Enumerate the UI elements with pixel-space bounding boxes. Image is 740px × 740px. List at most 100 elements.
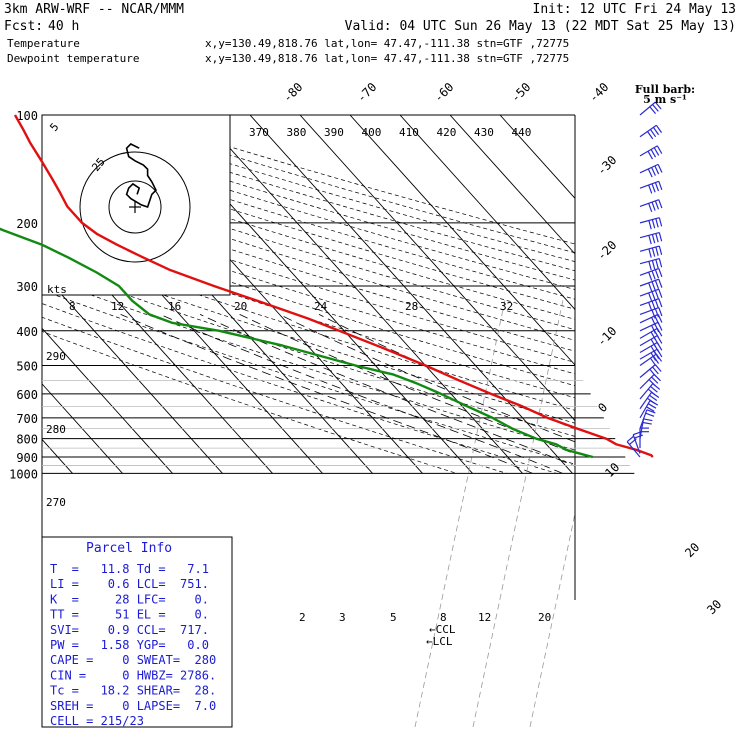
theta-e-label: 410 <box>399 126 419 139</box>
isotherm-right-label: -30 <box>594 153 619 178</box>
theta-e-label: 440 <box>512 126 532 139</box>
moist-adiabat-line <box>120 314 533 474</box>
temperature-profile-line <box>13 114 654 458</box>
barb-legend-title: Full barb: <box>635 83 695 96</box>
parcel-info-row: K = 28 LFC= 0. <box>50 592 209 606</box>
theta-e-label: 420 <box>437 126 457 139</box>
parcel-info-row: CELL = 215/23 <box>50 714 144 728</box>
wind-barb <box>639 306 663 319</box>
wind-barb <box>639 180 663 194</box>
parcel-info-row: CIN = 0 HWBZ= 2786. <box>50 668 216 682</box>
isotherm-right-label: 30 <box>704 597 724 617</box>
wind-barb <box>639 217 663 230</box>
forecast-label: Fcst: <box>4 19 43 34</box>
wind-barb <box>639 400 659 419</box>
parcel-info-row: SREH = 0 LAPSE= 7.0 <box>50 699 216 713</box>
parcel-info-title: Parcel Info <box>86 541 172 556</box>
pressure-tick-label: 500 <box>16 360 38 374</box>
hodograph: 25 5 kts <box>41 114 231 296</box>
isotherm-top-label: -40 <box>586 80 611 105</box>
mixing-ratio-label: 20 <box>234 300 247 313</box>
mixing-ratio-label: 32 <box>500 300 513 313</box>
pressure-tick-label: 600 <box>16 388 38 402</box>
wind-barb <box>639 288 663 302</box>
isotherm-line <box>42 383 123 474</box>
mixing-ratio-line <box>472 299 564 727</box>
dewpoint-location-info: x,y=130.49,818.76 lat,lon= 47.47,-111.38… <box>205 52 569 65</box>
parcel-info-row: CAPE = 0 SWEAT= 280 <box>50 653 216 667</box>
wind-barb <box>639 267 663 281</box>
isotherm-line <box>449 115 575 255</box>
mixing-ratio-label: 24 <box>314 300 328 313</box>
isotherm-line <box>42 327 173 474</box>
pressure-tick-label: 900 <box>16 451 38 465</box>
dewpoint-profile-line <box>0 227 594 459</box>
wind-barb <box>639 353 663 367</box>
wind-barb <box>632 431 644 454</box>
dry-adiabat-line <box>74 115 575 263</box>
dry-adiabat-line <box>42 120 575 281</box>
mixing-ratio-line <box>414 299 506 727</box>
isotherm-line <box>249 115 573 474</box>
wind-barb <box>639 145 663 160</box>
theta-e-label: 370 <box>249 126 269 139</box>
isotherm-top-label: -80 <box>280 80 305 105</box>
moist-adiabat-line <box>199 314 575 467</box>
theta-e-label: 390 <box>324 126 344 139</box>
wind-barb <box>639 101 662 116</box>
parcel-info-panel: Parcel Info T = 11.8 Td = 7.1LI = 0.6 LC… <box>41 536 233 728</box>
theta-label: 280 <box>46 423 66 436</box>
wind-barb <box>639 199 663 213</box>
hodograph-ring-inner <box>108 180 162 234</box>
wind-barbs <box>626 101 663 458</box>
parcel-info-row: SVI= 0.9 CCL= 717. <box>50 623 209 637</box>
parcel-info-row: Tc = 18.2 SHEAR= 28. <box>50 684 216 698</box>
mixing-ratio-label: 2 <box>299 611 306 624</box>
dry-adiabat-line <box>42 129 575 290</box>
model-title: 3km ARW-WRF -- NCAR/MMM <box>4 2 184 17</box>
parcel-info-row: LI = 0.6 LCL= 751. <box>50 577 209 591</box>
parcel-info-row: PW = 1.58 YGP= 0.0 <box>50 638 209 652</box>
mixing-ratio-label: 3 <box>339 611 346 624</box>
wind-barb <box>639 257 663 271</box>
pressure-tick-label: 700 <box>16 412 38 426</box>
theta-e-label: 430 <box>474 126 494 139</box>
mixing-ratio-label: 28 <box>405 300 418 313</box>
pressure-tick-label: 300 <box>16 280 38 294</box>
hodograph-trace <box>125 143 157 209</box>
mixing-ratio-label: 16 <box>168 300 181 313</box>
isotherm-top-label: -70 <box>354 80 379 105</box>
dewpoint-legend-label: Dewpoint temperature <box>7 52 139 65</box>
hodograph-unit-label: kts <box>47 283 67 296</box>
mixing-ratio-label: 12 <box>478 611 491 624</box>
isotherm-top-label: -60 <box>431 80 456 105</box>
wind-barb <box>639 245 663 258</box>
isotherm-right-label: -20 <box>594 238 619 263</box>
pressure-tick-label: 1000 <box>9 467 38 481</box>
temperature-location-info: x,y=130.49,818.76 lat,lon= 47.47,-111.38… <box>205 37 569 50</box>
moist-adiabat-line <box>279 314 575 443</box>
moist-adiabat-line <box>239 314 575 455</box>
theta-e-label: 380 <box>287 126 307 139</box>
valid-time: Valid: 04 UTC Sun 26 May 13 (22 MDT Sat … <box>345 19 736 34</box>
mixing-ratio-label: 20 <box>538 611 551 624</box>
dry-adiabat-line <box>48 115 575 272</box>
init-time: Init: 12 UTC Fri 24 May 13 <box>533 2 737 17</box>
mixing-ratio-label: 8 <box>69 300 76 313</box>
hodograph-ring-outer <box>79 151 191 263</box>
mixing-ratio-label: 12 <box>111 300 124 313</box>
ccl-marker: ←CCL <box>429 623 456 636</box>
lcl-marker: ←LCL <box>426 635 453 648</box>
mixing-ratio-line <box>529 511 575 727</box>
isotherm-right-label: 20 <box>682 540 702 560</box>
theta-e-label: 400 <box>362 126 382 139</box>
wind-barb <box>626 435 641 458</box>
isotherm-line <box>499 115 575 200</box>
pressure-tick-label: 200 <box>16 217 38 231</box>
wind-barb <box>639 364 662 378</box>
theta-label: 290 <box>46 350 66 363</box>
forecast-hour: 40 h <box>48 19 79 34</box>
wind-barb <box>639 278 663 292</box>
pressure-tick-label: 400 <box>16 325 38 339</box>
